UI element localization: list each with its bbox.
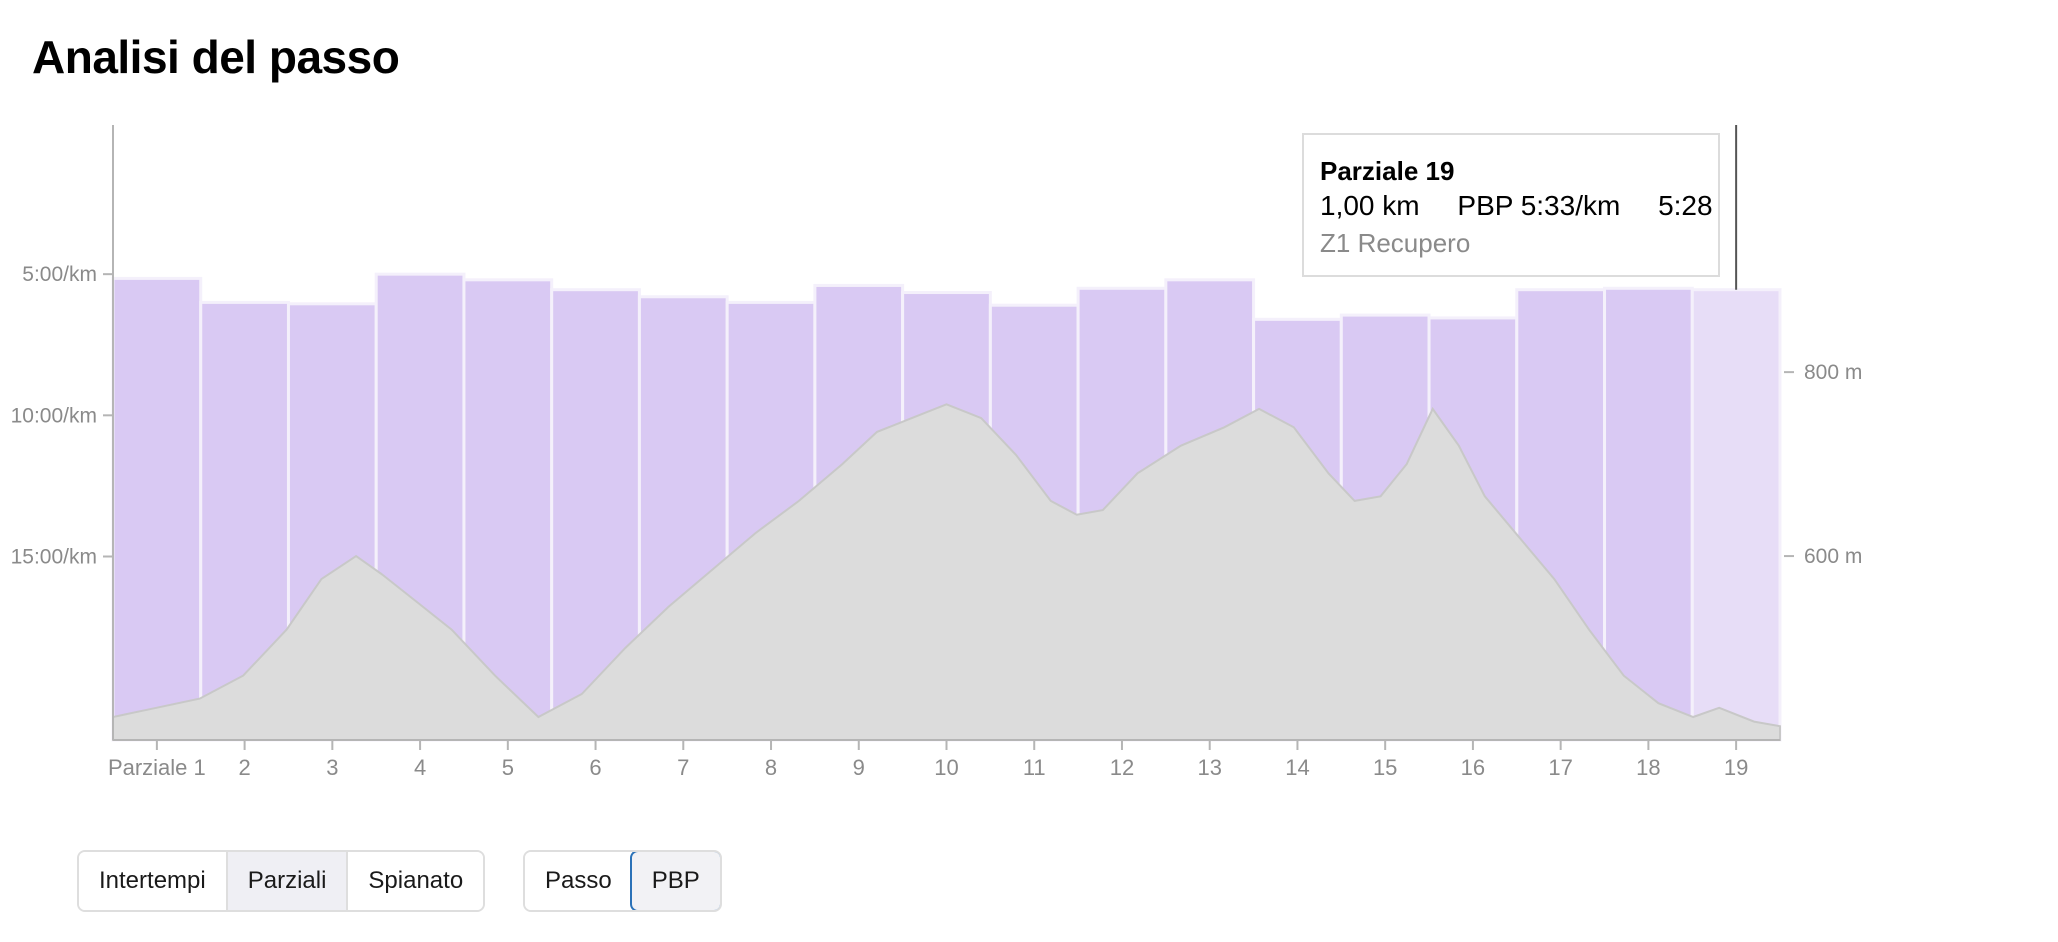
x-tick-label: 17 (1548, 755, 1572, 780)
tooltip-pace: PBP 5:33/km (1457, 190, 1621, 221)
parziali-button[interactable]: Parziali (225, 852, 347, 910)
view-mode-group: Intertempi Parziali Spianato (77, 850, 486, 912)
elevation-tick-label: 800 m (1804, 361, 1862, 384)
pbp-button[interactable]: PBP (629, 852, 720, 910)
x-tick-label: 4 (414, 755, 426, 780)
split-tooltip: Parziale 19 1,00 km PBP 5:33/km 5:28 Z1 … (1302, 133, 1720, 277)
pace-bar (1603, 286, 1694, 742)
pace-bar (1690, 288, 1782, 742)
page-title: Analisi del passo (32, 31, 400, 83)
tooltip-title: Parziale 19 (1320, 156, 1455, 186)
pace-chart: 5:00/km 10:00/km 15:00/km 800 m 600 m Parzial… (11, 125, 1862, 780)
x-tick-label: Parziale 1 (108, 755, 206, 780)
x-tick-label: 11 (1023, 755, 1046, 780)
x-tick-label: 8 (765, 755, 777, 780)
elevation-tick-label: 600 m (1804, 545, 1862, 568)
tooltip-zone: Z1 Recupero (1320, 228, 1471, 258)
x-tick-label: 14 (1285, 755, 1309, 780)
x-tick-label: 9 (853, 755, 865, 780)
metric-toggle: Passo PBP (523, 850, 722, 912)
x-tick-label: 5 (502, 755, 514, 780)
x-tick-label: 6 (589, 755, 601, 780)
x-tick-label: 18 (1636, 755, 1660, 780)
x-tick-label: 2 (238, 755, 250, 780)
y-tick-label: 5:00/km (22, 263, 97, 286)
pace-bar (111, 276, 203, 742)
spianato-button[interactable]: Spianato (346, 852, 484, 910)
elevation-area (112, 403, 1781, 741)
x-tick-label: 12 (1110, 755, 1134, 780)
x-tick-label: 19 (1724, 755, 1748, 780)
intertempi-button[interactable]: Intertempi (79, 852, 226, 910)
x-tick-label: 3 (326, 755, 338, 780)
passo-button[interactable]: Passo (525, 852, 632, 910)
view-mode-toggle: Intertempi Parziali Spianato (77, 850, 486, 912)
x-tick-label: 16 (1461, 755, 1485, 780)
y-tick-label: 15:00/km (11, 545, 97, 568)
x-tick-label: 7 (677, 755, 689, 780)
x-tick-label: 10 (934, 755, 958, 780)
metric-group: Passo PBP (523, 850, 722, 912)
y-tick-label: 10:00/km (11, 404, 97, 427)
tooltip-values-row: 1,00 km PBP 5:33/km 5:28 (1320, 187, 1713, 225)
tooltip-distance: 1,00 km (1320, 190, 1420, 221)
x-tick-label: 15 (1373, 755, 1397, 780)
tooltip-time: 5:28 (1658, 190, 1713, 221)
x-tick-label: 13 (1197, 755, 1221, 780)
